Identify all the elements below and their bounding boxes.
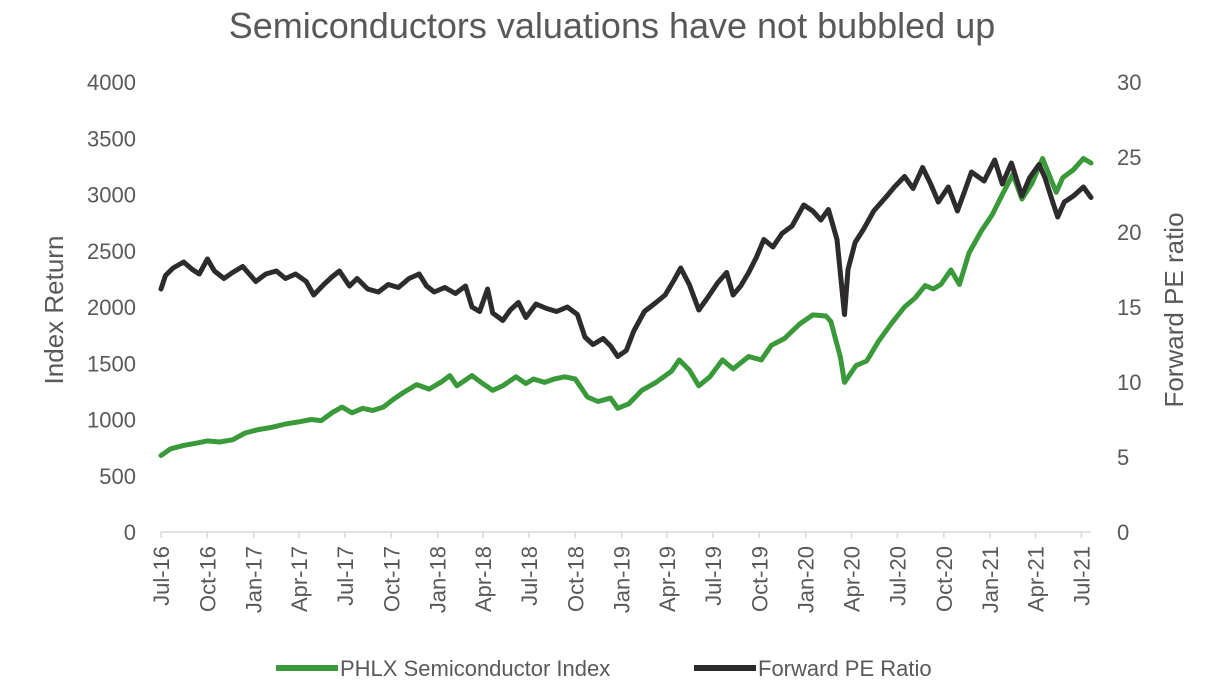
x-tick-label: Jan-18 — [426, 546, 451, 613]
y-tick-label: 1500 — [87, 351, 136, 376]
series-line-index — [158, 156, 1094, 458]
chart-title: Semiconductors valuations have not bubbl… — [229, 5, 996, 46]
legend-label-index: PHLX Semiconductor Index — [340, 656, 610, 681]
series-line-pe — [158, 157, 1094, 359]
y-tick-label: 2000 — [87, 295, 136, 320]
x-tick-label: Jul-16 — [149, 546, 174, 606]
y2-tick-label: 5 — [1117, 445, 1129, 470]
y-tick-label: 4000 — [87, 70, 136, 95]
legend-label-pe: Forward PE Ratio — [758, 656, 932, 681]
y-axis-ticks: 0 500 1000 1500 2000 2500 3000 3500 4000 — [87, 70, 136, 545]
x-tick-label: Jan-21 — [978, 546, 1003, 613]
x-tick-label: Apr-17 — [287, 546, 312, 612]
x-tick-label: Oct-20 — [932, 546, 957, 612]
x-tick-label: Jan-19 — [610, 546, 635, 613]
x-tick-label: Jul-18 — [517, 546, 542, 606]
x-tick-label: Oct-19 — [747, 546, 772, 612]
y-tick-label: 3500 — [87, 126, 136, 151]
y2-tick-label: 20 — [1117, 220, 1141, 245]
x-tick-label: Jul-19 — [701, 546, 726, 606]
x-tick-label: Apr-21 — [1024, 546, 1049, 612]
y-axis-title: Index Return — [39, 236, 69, 385]
x-axis-ticks: Jul-16 Oct-16 Jan-17 Apr-17 Jul-17 Oct-17 Jan-… — [149, 532, 1094, 613]
x-tick-label: Oct-18 — [563, 546, 588, 612]
y-tick-label: 2500 — [87, 239, 136, 264]
series-lines — [158, 156, 1094, 458]
y2-axis-ticks: 0 5 10 15 20 25 30 — [1117, 70, 1141, 545]
x-tick-label: Jul-17 — [333, 546, 358, 606]
y-tick-label: 3000 — [87, 183, 136, 208]
x-tick-label: Oct-17 — [379, 546, 404, 612]
x-tick-label: Jan-17 — [242, 546, 267, 613]
y-tick-label: 1000 — [87, 408, 136, 433]
x-tick-label: Apr-19 — [655, 546, 680, 612]
y2-tick-label: 15 — [1117, 295, 1141, 320]
x-tick-label: Jul-21 — [1069, 546, 1094, 606]
y-tick-label: 0 — [124, 520, 136, 545]
x-tick-label: Apr-20 — [840, 546, 865, 612]
y2-tick-label: 30 — [1117, 70, 1141, 95]
x-tick-label: Jul-20 — [885, 546, 910, 606]
x-tick-label: Jan-20 — [794, 546, 819, 613]
x-tick-label: Apr-18 — [471, 546, 496, 612]
legend: PHLX Semiconductor Index Forward PE Rati… — [276, 656, 932, 681]
y2-tick-label: 0 — [1117, 520, 1129, 545]
y2-tick-label: 25 — [1117, 145, 1141, 170]
y2-axis-title: Forward PE ratio — [1159, 212, 1189, 407]
x-tick-label: Oct-16 — [195, 546, 220, 612]
y2-tick-label: 10 — [1117, 370, 1141, 395]
y-tick-label: 500 — [99, 464, 136, 489]
